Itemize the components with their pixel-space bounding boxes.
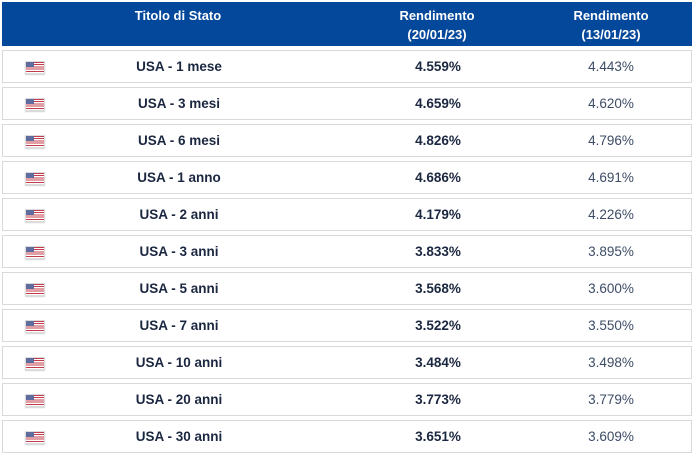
bond-title: USA - 6 mesi bbox=[137, 133, 221, 148]
usa-flag-icon bbox=[25, 393, 45, 407]
yield-current: 4.686% bbox=[415, 170, 461, 185]
table-row: USA - 2 anni 4.179% 4.226% bbox=[2, 198, 692, 231]
header-rendimento-previous-line1: Rendimento bbox=[573, 8, 649, 23]
usa-flag-icon bbox=[25, 60, 45, 74]
flag-cell bbox=[3, 133, 98, 148]
flag-cell bbox=[3, 244, 98, 259]
yield-current: 3.773% bbox=[415, 392, 461, 407]
yield-previous: 3.609% bbox=[588, 429, 634, 444]
table-row: USA - 6 mesi 4.826% 4.796% bbox=[2, 124, 692, 157]
flag-cell bbox=[3, 355, 98, 370]
usa-flag-icon bbox=[25, 245, 45, 259]
yield-previous: 4.443% bbox=[588, 59, 634, 74]
flag-cell bbox=[3, 318, 98, 333]
yield-previous: 3.498% bbox=[588, 355, 634, 370]
usa-flag-icon bbox=[25, 171, 45, 185]
yield-previous: 4.796% bbox=[588, 133, 634, 148]
bond-title: USA - 3 anni bbox=[139, 244, 219, 259]
table-row: USA - 3 mesi 4.659% 4.620% bbox=[2, 87, 692, 120]
flag-cell bbox=[3, 207, 98, 222]
flag-cell bbox=[3, 281, 98, 296]
usa-flag-icon bbox=[25, 97, 45, 111]
flag-cell bbox=[3, 392, 98, 407]
flag-cell bbox=[3, 429, 98, 444]
table-row: USA - 1 anno 4.686% 4.691% bbox=[2, 161, 692, 194]
table-row: USA - 5 anni 3.568% 3.600% bbox=[2, 272, 692, 305]
header-titolo-label: Titolo di Stato bbox=[134, 8, 222, 23]
bond-title: USA - 1 anno bbox=[137, 170, 221, 185]
table-header: Titolo di Stato Rendimento (20/01/23) Re… bbox=[2, 2, 692, 46]
bond-title: USA - 30 anni bbox=[135, 429, 223, 444]
header-rendimento-previous: Rendimento (13/01/23) bbox=[539, 6, 692, 46]
flag-cell bbox=[3, 96, 98, 111]
yield-previous: 4.620% bbox=[588, 96, 634, 111]
yield-current: 4.179% bbox=[415, 207, 461, 222]
header-flag-spacer bbox=[2, 6, 97, 46]
table-row: USA - 20 anni 3.773% 3.779% bbox=[2, 383, 692, 416]
flag-cell bbox=[3, 170, 98, 185]
yield-previous: 3.895% bbox=[588, 244, 634, 259]
table-body: USA - 1 mese 4.559% 4.443% USA - 3 mesi … bbox=[2, 50, 692, 453]
table-row: USA - 30 anni 3.651% 3.609% bbox=[2, 420, 692, 453]
yield-current: 3.522% bbox=[415, 318, 461, 333]
table-row: USA - 1 mese 4.559% 4.443% bbox=[2, 50, 692, 83]
header-rendimento-current-date: (20/01/23) bbox=[407, 27, 467, 42]
yield-previous: 4.226% bbox=[588, 207, 634, 222]
bond-title: USA - 20 anni bbox=[135, 392, 223, 407]
bond-title: USA - 3 mesi bbox=[137, 96, 221, 111]
usa-flag-icon bbox=[25, 208, 45, 222]
usa-flag-icon bbox=[25, 430, 45, 444]
bond-title: USA - 10 anni bbox=[135, 355, 223, 370]
table-row: USA - 10 anni 3.484% 3.498% bbox=[2, 346, 692, 379]
header-titolo-di-stato: Titolo di Stato bbox=[97, 6, 259, 46]
usa-flag-icon bbox=[25, 134, 45, 148]
bond-title: USA - 1 mese bbox=[136, 59, 222, 74]
usa-flag-icon bbox=[25, 282, 45, 296]
yield-current: 4.826% bbox=[415, 133, 461, 148]
yield-current: 4.559% bbox=[415, 59, 461, 74]
yield-previous: 3.550% bbox=[588, 318, 634, 333]
yield-current: 3.568% bbox=[415, 281, 461, 296]
flag-cell bbox=[3, 59, 98, 74]
yield-current: 3.484% bbox=[415, 355, 461, 370]
bond-title: USA - 7 anni bbox=[139, 318, 219, 333]
yield-current: 3.833% bbox=[415, 244, 461, 259]
header-rendimento-current: Rendimento (20/01/23) bbox=[259, 6, 539, 46]
header-rendimento-current-line1: Rendimento bbox=[399, 8, 475, 23]
yield-previous: 3.779% bbox=[588, 392, 634, 407]
yield-previous: 4.691% bbox=[588, 170, 634, 185]
yield-current: 4.659% bbox=[415, 96, 461, 111]
bond-title: USA - 5 anni bbox=[139, 281, 219, 296]
header-rendimento-previous-date: (13/01/23) bbox=[581, 27, 641, 42]
table-row: USA - 7 anni 3.522% 3.550% bbox=[2, 309, 692, 342]
yield-previous: 3.600% bbox=[588, 281, 634, 296]
usa-flag-icon bbox=[25, 319, 45, 333]
bond-title: USA - 2 anni bbox=[139, 207, 219, 222]
usa-flag-icon bbox=[25, 356, 45, 370]
table-row: USA - 3 anni 3.833% 3.895% bbox=[2, 235, 692, 268]
yield-current: 3.651% bbox=[415, 429, 461, 444]
